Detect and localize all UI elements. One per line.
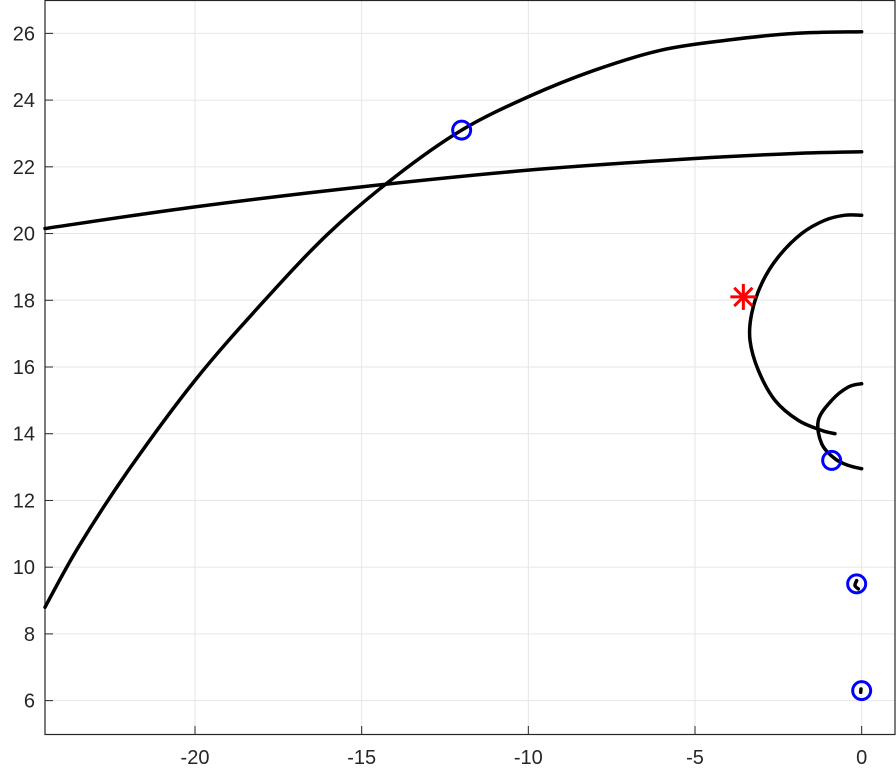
y-tick-label: 22 — [13, 157, 35, 179]
series-line-2 — [43, 150, 864, 231]
y-tick-label: 20 — [13, 224, 35, 246]
axis-ticks: -20 -15 -10 -5 0 6 8 10 12 14 16 18 20 22 24 26 — [13, 23, 867, 769]
series-line-5 — [853, 578, 861, 591]
y-tick-label: 8 — [24, 624, 35, 646]
x-tick-label: -5 — [686, 747, 704, 769]
star-marker — [730, 283, 757, 310]
circle-marker — [851, 680, 873, 702]
markers-group — [451, 119, 873, 702]
x-tick-label: -20 — [181, 747, 210, 769]
circle-marker — [821, 449, 843, 471]
grid — [45, 0, 895, 734]
series-line-4 — [816, 381, 864, 471]
y-tick-label: 6 — [24, 691, 35, 713]
series-line-3 — [747, 213, 864, 436]
star-marker-stroke — [733, 286, 754, 308]
x-tick-label: -10 — [514, 747, 543, 769]
series-line-1 — [43, 29, 864, 609]
circle-marker — [846, 573, 868, 595]
x-tick-label: -15 — [347, 747, 376, 769]
y-tick-label: 14 — [13, 424, 35, 446]
y-tick-label: 12 — [13, 490, 35, 512]
y-tick-label: 26 — [13, 23, 35, 45]
y-tick-label: 18 — [13, 290, 35, 312]
series-group — [43, 29, 864, 695]
y-tick-label: 24 — [13, 90, 35, 112]
x-tick-label: 0 — [856, 747, 867, 769]
y-tick-label: 16 — [13, 357, 35, 379]
y-tick-label: 10 — [13, 557, 35, 579]
circle-marker — [451, 119, 473, 141]
